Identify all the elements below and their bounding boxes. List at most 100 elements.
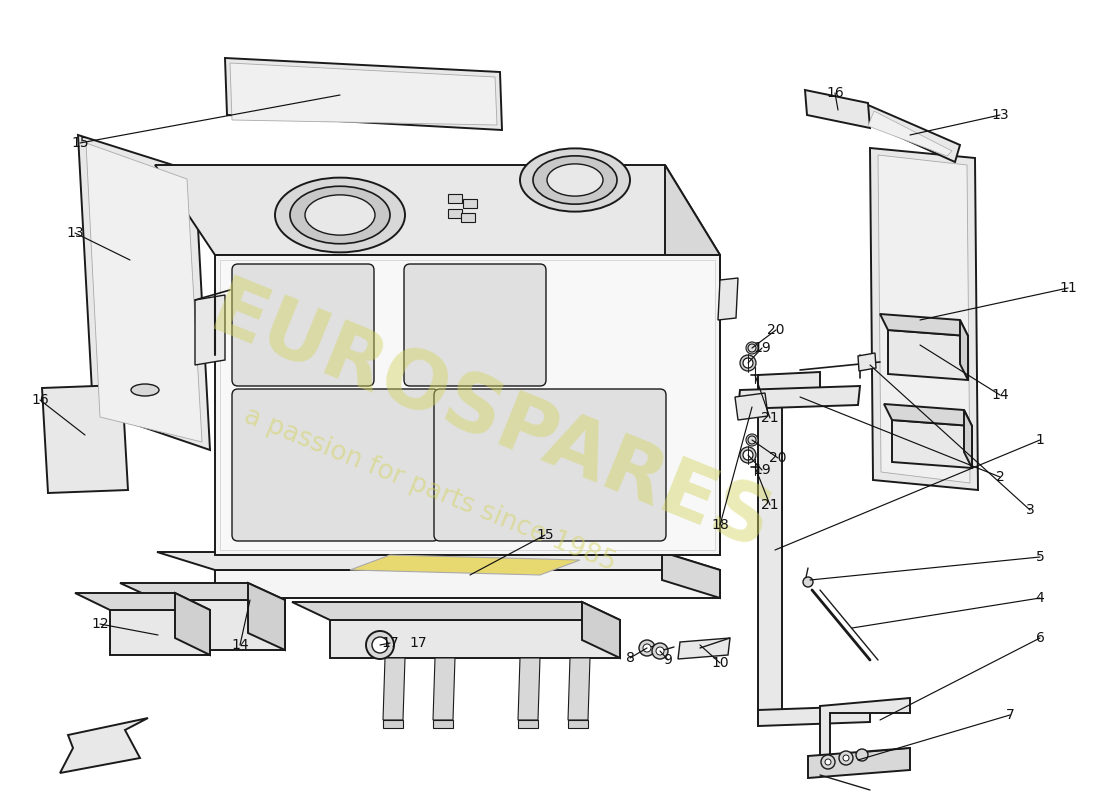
Polygon shape bbox=[888, 330, 968, 380]
Polygon shape bbox=[383, 720, 403, 728]
Text: 10: 10 bbox=[712, 656, 729, 670]
Circle shape bbox=[746, 434, 758, 446]
Polygon shape bbox=[858, 353, 876, 371]
Circle shape bbox=[742, 450, 754, 460]
Polygon shape bbox=[248, 583, 285, 650]
Text: 5: 5 bbox=[1035, 550, 1044, 564]
Text: 6: 6 bbox=[1035, 631, 1044, 645]
Polygon shape bbox=[870, 148, 978, 490]
Polygon shape bbox=[518, 658, 540, 720]
Polygon shape bbox=[157, 600, 285, 650]
Polygon shape bbox=[808, 748, 910, 778]
Polygon shape bbox=[964, 410, 972, 468]
Text: 3: 3 bbox=[1025, 503, 1034, 517]
Ellipse shape bbox=[305, 195, 375, 235]
Polygon shape bbox=[195, 295, 226, 365]
Polygon shape bbox=[518, 720, 538, 728]
Circle shape bbox=[366, 631, 394, 659]
Circle shape bbox=[843, 755, 849, 761]
Text: 13: 13 bbox=[66, 226, 84, 240]
Text: 13: 13 bbox=[991, 108, 1009, 122]
Polygon shape bbox=[662, 552, 720, 598]
Circle shape bbox=[639, 640, 654, 656]
Polygon shape bbox=[433, 658, 455, 720]
Text: 1: 1 bbox=[1035, 433, 1044, 447]
Polygon shape bbox=[758, 375, 782, 723]
Text: 11: 11 bbox=[1059, 281, 1077, 295]
Polygon shape bbox=[120, 583, 285, 600]
Circle shape bbox=[740, 355, 756, 371]
Ellipse shape bbox=[290, 186, 390, 244]
Text: 17: 17 bbox=[409, 636, 427, 650]
Text: 2: 2 bbox=[996, 470, 1004, 484]
Polygon shape bbox=[433, 720, 453, 728]
Text: 14: 14 bbox=[231, 638, 249, 652]
Polygon shape bbox=[862, 105, 960, 162]
Polygon shape bbox=[383, 658, 405, 720]
Polygon shape bbox=[735, 393, 768, 420]
Text: 4: 4 bbox=[1035, 591, 1044, 605]
Text: 19: 19 bbox=[754, 341, 771, 355]
Polygon shape bbox=[678, 638, 730, 659]
Circle shape bbox=[825, 759, 830, 765]
Text: 14: 14 bbox=[991, 388, 1009, 402]
Circle shape bbox=[748, 344, 756, 352]
Text: 15: 15 bbox=[72, 136, 89, 150]
Polygon shape bbox=[226, 58, 502, 130]
Circle shape bbox=[656, 647, 664, 655]
Circle shape bbox=[742, 358, 754, 368]
Circle shape bbox=[740, 447, 756, 463]
Polygon shape bbox=[214, 570, 720, 598]
Text: a passion for parts since 1985: a passion for parts since 1985 bbox=[240, 403, 619, 577]
Text: 19: 19 bbox=[754, 463, 771, 477]
Text: 20: 20 bbox=[768, 323, 784, 337]
Polygon shape bbox=[292, 602, 620, 620]
Polygon shape bbox=[155, 165, 720, 255]
FancyBboxPatch shape bbox=[461, 213, 475, 222]
Circle shape bbox=[821, 755, 835, 769]
Text: 18: 18 bbox=[711, 518, 729, 532]
Polygon shape bbox=[350, 555, 580, 575]
Polygon shape bbox=[666, 165, 720, 555]
Polygon shape bbox=[568, 720, 588, 728]
Polygon shape bbox=[582, 602, 620, 658]
Ellipse shape bbox=[534, 156, 617, 204]
Ellipse shape bbox=[275, 178, 405, 252]
Polygon shape bbox=[60, 718, 148, 773]
Circle shape bbox=[652, 643, 668, 659]
Text: 21: 21 bbox=[761, 498, 779, 512]
Text: 17: 17 bbox=[382, 636, 399, 650]
Polygon shape bbox=[230, 63, 497, 125]
Polygon shape bbox=[175, 593, 210, 655]
Polygon shape bbox=[960, 320, 968, 380]
Polygon shape bbox=[878, 155, 970, 483]
Polygon shape bbox=[892, 420, 972, 468]
Ellipse shape bbox=[520, 148, 630, 212]
Ellipse shape bbox=[547, 164, 603, 196]
Polygon shape bbox=[220, 260, 715, 550]
Polygon shape bbox=[884, 404, 972, 426]
Circle shape bbox=[644, 644, 651, 652]
FancyBboxPatch shape bbox=[232, 389, 439, 541]
Polygon shape bbox=[718, 278, 738, 320]
Polygon shape bbox=[110, 610, 210, 655]
Circle shape bbox=[839, 751, 853, 765]
Text: 21: 21 bbox=[761, 411, 779, 425]
Text: 20: 20 bbox=[769, 451, 786, 465]
Polygon shape bbox=[805, 90, 870, 128]
FancyBboxPatch shape bbox=[448, 209, 462, 218]
Polygon shape bbox=[330, 620, 620, 658]
Text: 7: 7 bbox=[1005, 708, 1014, 722]
Polygon shape bbox=[214, 255, 720, 555]
FancyBboxPatch shape bbox=[404, 264, 546, 386]
Circle shape bbox=[748, 436, 756, 444]
Polygon shape bbox=[157, 552, 720, 570]
Text: 12: 12 bbox=[91, 617, 109, 631]
Ellipse shape bbox=[131, 384, 160, 396]
Polygon shape bbox=[868, 111, 952, 156]
Polygon shape bbox=[75, 593, 210, 610]
Polygon shape bbox=[758, 706, 870, 726]
Polygon shape bbox=[42, 385, 128, 493]
Polygon shape bbox=[568, 658, 590, 720]
Text: EUROSPARES: EUROSPARES bbox=[198, 272, 782, 568]
